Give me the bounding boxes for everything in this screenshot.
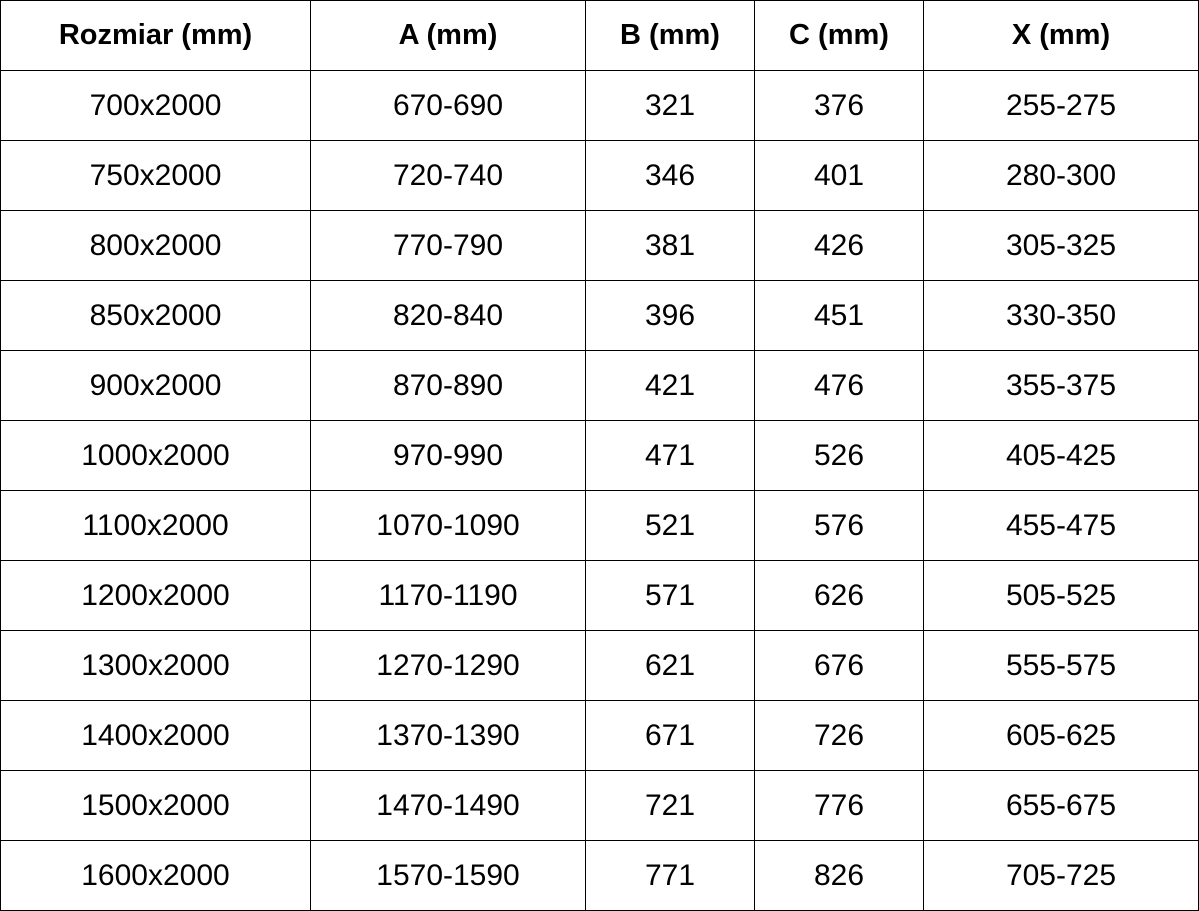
cell-size: 1100x2000 bbox=[0, 490, 311, 561]
cell-c: 426 bbox=[754, 210, 924, 281]
cell-b: 321 bbox=[585, 70, 755, 141]
cell-a: 720-740 bbox=[310, 140, 586, 211]
cell-a: 1570-1590 bbox=[310, 840, 586, 911]
cell-size: 1200x2000 bbox=[0, 560, 311, 631]
cell-b: 346 bbox=[585, 140, 755, 211]
table-row: 1200x2000 1170-1190 571 626 505-525 bbox=[0, 560, 1199, 631]
table-row: 1500x2000 1470-1490 721 776 655-675 bbox=[0, 770, 1199, 841]
cell-b: 721 bbox=[585, 770, 755, 841]
cell-size: 700x2000 bbox=[0, 70, 311, 141]
column-header-a: A (mm) bbox=[310, 0, 586, 71]
cell-c: 376 bbox=[754, 70, 924, 141]
cell-c: 776 bbox=[754, 770, 924, 841]
table-row: 850x2000 820-840 396 451 330-350 bbox=[0, 280, 1199, 351]
header-row: Rozmiar (mm) A (mm) B (mm) C (mm) X (mm) bbox=[0, 0, 1199, 71]
column-header-size: Rozmiar (mm) bbox=[0, 0, 311, 71]
cell-c: 576 bbox=[754, 490, 924, 561]
cell-size: 850x2000 bbox=[0, 280, 311, 351]
table-row: 1100x2000 1070-1090 521 576 455-475 bbox=[0, 490, 1199, 561]
column-header-b: B (mm) bbox=[585, 0, 755, 71]
cell-c: 826 bbox=[754, 840, 924, 911]
table-row: 1600x2000 1570-1590 771 826 705-725 bbox=[0, 840, 1199, 911]
table-row: 750x2000 720-740 346 401 280-300 bbox=[0, 140, 1199, 211]
cell-x: 455-475 bbox=[923, 490, 1199, 561]
cell-x: 330-350 bbox=[923, 280, 1199, 351]
cell-size: 750x2000 bbox=[0, 140, 311, 211]
cell-c: 476 bbox=[754, 350, 924, 421]
cell-a: 1370-1390 bbox=[310, 700, 586, 771]
table-row: 700x2000 670-690 321 376 255-275 bbox=[0, 70, 1199, 141]
table-row: 1400x2000 1370-1390 671 726 605-625 bbox=[0, 700, 1199, 771]
cell-x: 355-375 bbox=[923, 350, 1199, 421]
cell-a: 670-690 bbox=[310, 70, 586, 141]
cell-x: 605-625 bbox=[923, 700, 1199, 771]
cell-x: 705-725 bbox=[923, 840, 1199, 911]
column-header-x: X (mm) bbox=[923, 0, 1199, 71]
cell-c: 726 bbox=[754, 700, 924, 771]
cell-b: 381 bbox=[585, 210, 755, 281]
table-row: 800x2000 770-790 381 426 305-325 bbox=[0, 210, 1199, 281]
table-row: 1000x2000 970-990 471 526 405-425 bbox=[0, 420, 1199, 491]
cell-b: 571 bbox=[585, 560, 755, 631]
cell-x: 305-325 bbox=[923, 210, 1199, 281]
cell-b: 621 bbox=[585, 630, 755, 701]
table-row: 1300x2000 1270-1290 621 676 555-575 bbox=[0, 630, 1199, 701]
cell-x: 405-425 bbox=[923, 420, 1199, 491]
cell-a: 1470-1490 bbox=[310, 770, 586, 841]
cell-x: 505-525 bbox=[923, 560, 1199, 631]
cell-c: 526 bbox=[754, 420, 924, 491]
cell-b: 521 bbox=[585, 490, 755, 561]
cell-b: 771 bbox=[585, 840, 755, 911]
cell-a: 820-840 bbox=[310, 280, 586, 351]
cell-b: 396 bbox=[585, 280, 755, 351]
cell-x: 255-275 bbox=[923, 70, 1199, 141]
cell-b: 421 bbox=[585, 350, 755, 421]
cell-size: 1300x2000 bbox=[0, 630, 311, 701]
cell-size: 1400x2000 bbox=[0, 700, 311, 771]
table-row: 900x2000 870-890 421 476 355-375 bbox=[0, 350, 1199, 421]
cell-a: 1270-1290 bbox=[310, 630, 586, 701]
cell-a: 870-890 bbox=[310, 350, 586, 421]
cell-b: 471 bbox=[585, 420, 755, 491]
cell-x: 655-675 bbox=[923, 770, 1199, 841]
cell-c: 451 bbox=[754, 280, 924, 351]
cell-size: 900x2000 bbox=[0, 350, 311, 421]
cell-size: 1600x2000 bbox=[0, 840, 311, 911]
cell-c: 676 bbox=[754, 630, 924, 701]
cell-size: 800x2000 bbox=[0, 210, 311, 281]
cell-size: 1500x2000 bbox=[0, 770, 311, 841]
cell-a: 1070-1090 bbox=[310, 490, 586, 561]
cell-b: 671 bbox=[585, 700, 755, 771]
column-header-c: C (mm) bbox=[754, 0, 924, 71]
cell-c: 626 bbox=[754, 560, 924, 631]
cell-a: 1170-1190 bbox=[310, 560, 586, 631]
cell-a: 770-790 bbox=[310, 210, 586, 281]
cell-x: 555-575 bbox=[923, 630, 1199, 701]
cell-c: 401 bbox=[754, 140, 924, 211]
cell-x: 280-300 bbox=[923, 140, 1199, 211]
cell-size: 1000x2000 bbox=[0, 420, 311, 491]
cell-a: 970-990 bbox=[310, 420, 586, 491]
